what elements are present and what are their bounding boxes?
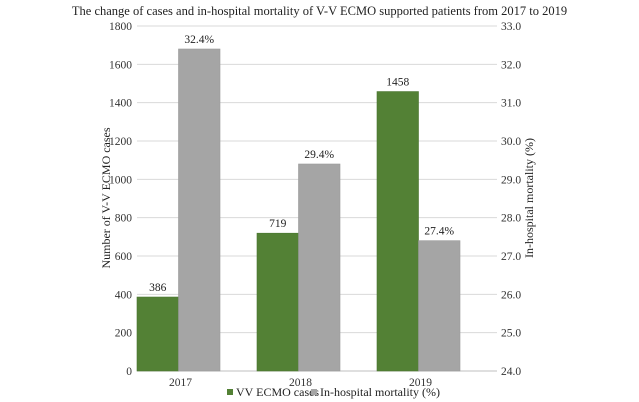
x-tick-label: 2017 [169,377,192,389]
bar-mortality-2018 [298,163,341,372]
y2-tick-label: 28.0 [501,213,521,225]
data-label-mortality-2019: 27.4% [424,226,454,238]
bar-mortality-2017 [178,48,221,372]
y-tick-label: 1800 [109,21,132,33]
y2-tick-label: 27.0 [501,251,521,263]
y2-tick-label: 26.0 [501,289,521,301]
legend-label-cases: VV ECMO cases [236,385,319,399]
legend: VV ECMO cases In-hospital mortality (%) [227,385,440,399]
y-axis-right-label: In-hospital mortality (%) [522,138,536,258]
data-label-cases-2018: 719 [269,218,287,230]
y-tick-label: 1200 [109,136,132,148]
y2-tick-label: 25.0 [501,328,521,340]
bars [136,48,461,372]
bar-mortality-2019 [418,240,461,372]
y-axis-left-ticks: 0 200 400 600 800 1000 1200 1400 1600 1800 [109,21,132,378]
bar-cases-2018 [256,232,299,372]
data-label-mortality-2017: 32.4% [184,34,214,46]
data-label-mortality-2018: 29.4% [304,149,334,161]
bar-cases-2019 [376,91,419,372]
y-tick-label: 800 [115,213,133,225]
y2-tick-label: 33.0 [501,21,521,33]
y2-tick-label: 30.0 [501,136,521,148]
x-tick-label: 2019 [409,377,432,389]
y-tick-label: 400 [115,289,133,301]
legend-label-mortality: In-hospital mortality (%) [320,385,440,399]
y-tick-label: 1600 [109,59,132,71]
legend-swatch-mortality [311,389,317,395]
y-axis-right-ticks: 24.0 25.0 26.0 27.0 28.0 29.0 30.0 31.0 32.0 33.0 [501,21,521,378]
data-label-cases-2017: 386 [149,282,167,294]
x-tick-label: 2018 [289,377,312,389]
data-labels: 386 32.4% 719 29.4% 1458 27.4% [149,34,454,294]
chart-title: The change of cases and in-hospital mort… [72,4,567,18]
y2-tick-label: 24.0 [501,366,521,378]
y-tick-label: 600 [115,251,133,263]
y2-tick-label: 29.0 [501,174,521,186]
y-tick-label: 200 [115,328,133,340]
y-axis-left-label: Number of V-V ECMO cases [99,127,113,268]
bar-cases-2017 [136,296,179,372]
y-tick-label: 1400 [109,98,132,110]
y-tick-label: 1000 [109,174,132,186]
legend-swatch-cases [227,389,233,395]
y2-tick-label: 31.0 [501,98,521,110]
data-label-cases-2019: 1458 [386,77,409,89]
x-axis-ticks: 2017 2018 2019 [169,377,432,389]
y2-tick-label: 32.0 [501,59,521,71]
y-tick-label: 0 [126,366,132,378]
